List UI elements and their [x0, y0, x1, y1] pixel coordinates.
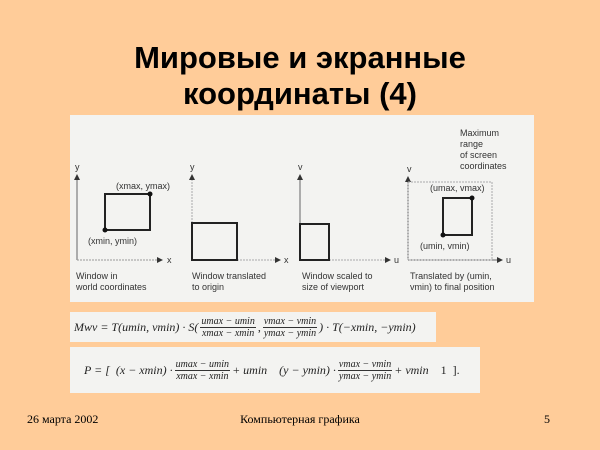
footer-date: 26 марта 2002 — [27, 412, 99, 426]
axis-x-label: u — [394, 255, 399, 265]
corner-min-label: (xmin, ymin) — [88, 236, 137, 246]
title-line-2: координаты (4) — [183, 76, 417, 111]
caption-line-2: vmin) to final position — [410, 282, 495, 292]
corner-max-label: (xmax, ymax) — [116, 181, 170, 191]
note-line-3: of screen — [460, 150, 497, 160]
formula-point-transform: P = [ (x − xmin) · umax − umin xmax − xmi… — [70, 347, 480, 393]
term-3: (y − ymin) · — [279, 362, 336, 377]
fraction-v: vmax − vmin ymax − ymin — [262, 315, 318, 339]
axis-x-label: u — [506, 255, 511, 265]
term-1: (x − xmin) · — [115, 362, 173, 377]
note-line-1: Maximum — [460, 128, 499, 138]
caption-line-1: Window in — [76, 271, 118, 281]
formula-rhs: ) · T(−xmin, −ymin) — [319, 319, 416, 334]
corner-max-label: (umax, vmax) — [430, 183, 485, 193]
axis-y-label: y — [75, 162, 80, 172]
caption-line-2: size of viewport — [302, 282, 365, 292]
fraction-u: umax − umin xmax − xmin — [174, 358, 231, 382]
term-2: + umin — [232, 362, 268, 377]
caption-line-1: Window scaled to — [302, 271, 373, 281]
corner-min-label: (umin, vmin) — [420, 241, 470, 251]
numerator: umax − umin — [174, 358, 231, 371]
footer-page-number: 5 — [544, 412, 550, 426]
axis-x-label: x — [167, 255, 172, 265]
numerator: vmax − vmin — [262, 315, 318, 328]
slide-title: Мировые и экранные координаты (4) — [0, 40, 600, 112]
denominator: xmax − xmin — [176, 370, 229, 382]
numerator: umax − umin — [200, 315, 256, 328]
diagram-final-position: v u (umax, vmax) (umin, vmin) Translated… — [405, 128, 511, 292]
denominator: ymax − ymin — [263, 327, 317, 339]
diagram-world-window: y x (xmax, ymax) (xmin, ymin) Window in … — [74, 162, 172, 292]
denominator: xmax − xmin — [201, 327, 255, 339]
fraction-v: vmax − vmin ymax − ymin — [337, 358, 393, 382]
term-5: 1 — [440, 362, 447, 377]
footer-course: Компьютерная графика — [240, 412, 360, 426]
formula-window-to-viewport-matrix: Mwv = T(umin, vmin) · S( umax − umin xmax… — [70, 312, 436, 342]
figure-svg: y x (xmax, ymax) (xmin, ymin) Window in … — [74, 128, 511, 292]
axis-x-label: x — [284, 255, 289, 265]
fraction-u: umax − umin xmax − xmin — [200, 315, 256, 339]
axis-y-label: y — [190, 162, 195, 172]
caption-line-1: Translated by (umin, — [410, 271, 492, 281]
caption-line-1: Window translated — [192, 271, 266, 281]
diagram-translated-window: y x Window translated to origin — [189, 162, 289, 292]
formula-rhs: ]. — [452, 362, 460, 377]
coordinate-transform-figure: y x (xmax, ymax) (xmin, ymin) Window in … — [70, 115, 534, 302]
caption-line-2: to origin — [192, 282, 224, 292]
diagram-scaled-window: v u Window scaled to size of viewport — [297, 162, 399, 292]
note-line-4: coordinates — [460, 161, 507, 171]
term-4: + vmin — [394, 362, 429, 377]
formula-lhs: Mwv = T(umin, vmin) · S( — [74, 319, 199, 334]
caption-line-2: world coordinates — [75, 282, 147, 292]
numerator: vmax − vmin — [337, 358, 393, 371]
axis-y-label: v — [298, 162, 303, 172]
formula-lhs: P = [ — [84, 362, 110, 377]
note-line-2: range — [460, 139, 483, 149]
axis-y-label: v — [407, 164, 412, 174]
title-line-1: Мировые и экранные — [134, 40, 466, 75]
denominator: ymax − ymin — [338, 370, 392, 382]
